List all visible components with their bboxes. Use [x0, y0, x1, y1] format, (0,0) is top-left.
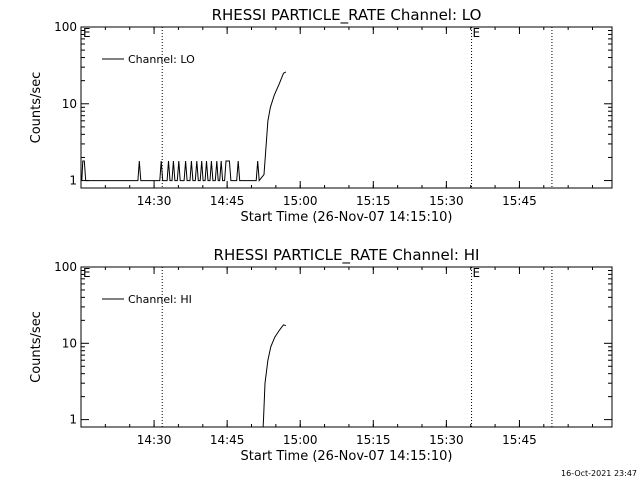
y-axis-label: Counts/sec — [29, 311, 44, 383]
x-tick-label: 15:15 — [356, 194, 391, 208]
x-tick-label: 15:30 — [429, 433, 464, 447]
series-line — [262, 324, 287, 428]
y-axis-label: Counts/sec — [29, 72, 44, 144]
x-tick-label: 15:15 — [356, 433, 391, 447]
y-tick-label: 100 — [54, 20, 77, 34]
event-marker-label: E — [83, 26, 91, 40]
chart-title: RHESSI PARTICLE_RATE Channel: HI — [214, 246, 480, 265]
x-tick-label: 15:45 — [502, 194, 537, 208]
x-tick-label: 15:45 — [502, 433, 537, 447]
y-tick-label: 10 — [62, 336, 77, 350]
event-marker-label: E — [473, 26, 481, 40]
plot-frame — [80, 266, 613, 428]
series-line — [81, 71, 287, 182]
x-axis-label: Start Time (26-Nov-07 14:15:10) — [241, 449, 453, 464]
chart-title: RHESSI PARTICLE_RATE Channel: LO — [212, 6, 482, 25]
timestamp-footer: 16-Oct-2021 23:47 — [561, 469, 637, 478]
y-tick-label: 10 — [62, 97, 77, 111]
x-axis-label: Start Time (26-Nov-07 14:15:10) — [241, 210, 453, 225]
x-tick-label: 15:00 — [283, 194, 318, 208]
x-tick-label: 14:30 — [137, 194, 172, 208]
x-tick-label: 15:30 — [429, 194, 464, 208]
x-tick-label: 14:30 — [137, 433, 172, 447]
chart-panel-hi: RHESSI PARTICLE_RATE Channel: HI 14:30 14:… — [29, 246, 613, 464]
x-tick-label: 14:45 — [210, 194, 245, 208]
y-tick-label: 1 — [69, 174, 77, 188]
event-marker-label: E — [473, 266, 481, 280]
x-tick-label: 15:00 — [283, 433, 318, 447]
y-tick-label: 1 — [69, 413, 77, 427]
legend-label: Channel: LO — [128, 53, 195, 66]
chart-panel-lo: RHESSI PARTICLE_RATE Channel: LO 14:30 14:… — [29, 6, 613, 225]
y-tick-label: 100 — [54, 260, 77, 274]
legend-label: Channel: HI — [128, 293, 192, 306]
x-tick-label: 14:45 — [210, 433, 245, 447]
event-marker-label: E — [83, 266, 91, 280]
